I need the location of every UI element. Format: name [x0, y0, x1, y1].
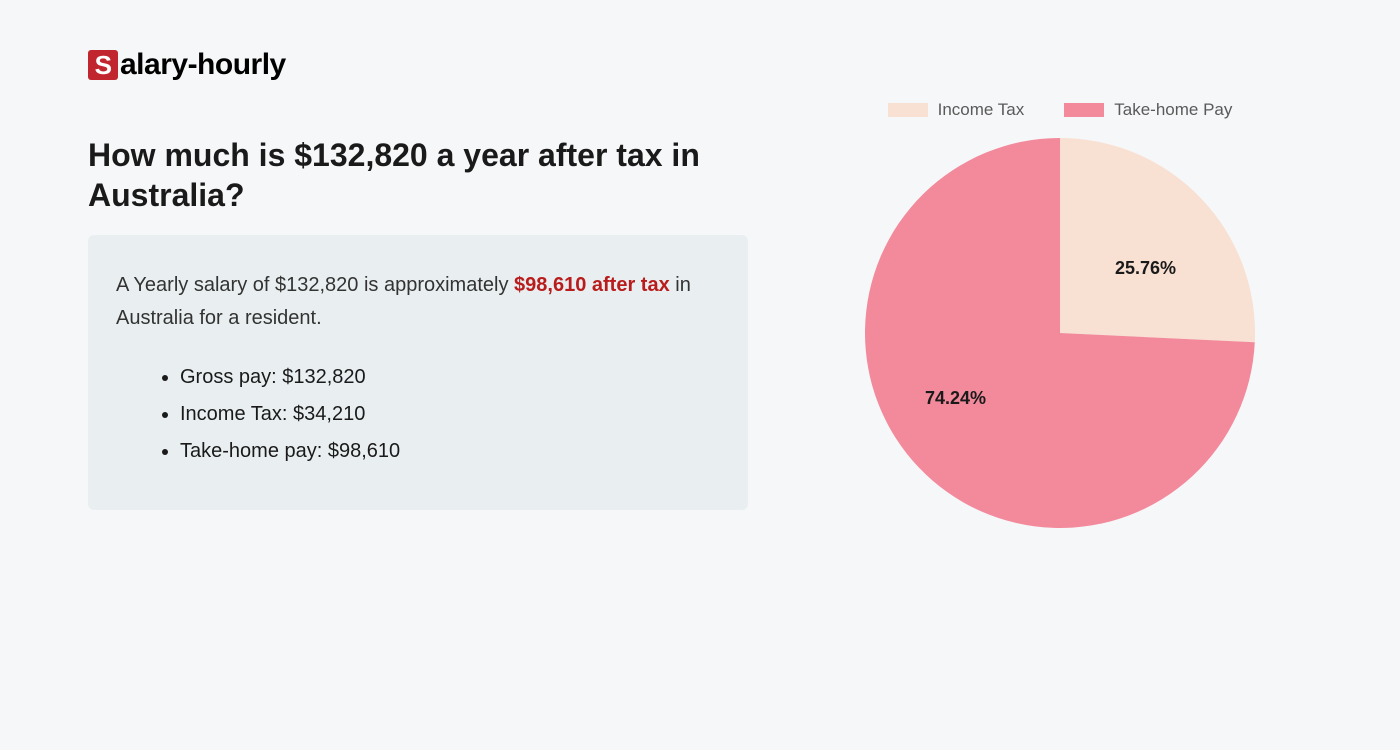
legend-swatch: [1064, 103, 1104, 117]
legend-swatch: [888, 103, 928, 117]
pie-chart-area: Income Tax Take-home Pay 25.76% 74.24%: [820, 100, 1300, 528]
legend-label: Income Tax: [938, 100, 1025, 120]
pie-svg: [865, 138, 1255, 528]
pie-chart: 25.76% 74.24%: [865, 138, 1255, 528]
logo-badge: S: [88, 50, 118, 80]
chart-legend: Income Tax Take-home Pay: [820, 100, 1300, 120]
summary-prefix: A Yearly salary of $132,820 is approxima…: [116, 274, 514, 296]
slice-label-take-home: 74.24%: [925, 388, 986, 409]
list-item: Take-home pay: $98,610: [180, 433, 720, 470]
summary-box: A Yearly salary of $132,820 is approxima…: [88, 235, 748, 510]
site-logo: Salary-hourly: [88, 48, 286, 82]
detail-list: Gross pay: $132,820 Income Tax: $34,210 …: [116, 359, 720, 470]
summary-sentence: A Yearly salary of $132,820 is approxima…: [116, 269, 720, 335]
legend-item-income-tax: Income Tax: [888, 100, 1025, 120]
page-title: How much is $132,820 a year after tax in…: [88, 135, 748, 215]
legend-item-take-home: Take-home Pay: [1064, 100, 1232, 120]
slice-label-income-tax: 25.76%: [1115, 258, 1176, 279]
list-item: Income Tax: $34,210: [180, 396, 720, 433]
summary-highlight: $98,610 after tax: [514, 274, 670, 296]
list-item: Gross pay: $132,820: [180, 359, 720, 396]
legend-label: Take-home Pay: [1114, 100, 1232, 120]
logo-text: alary-hourly: [120, 48, 286, 82]
